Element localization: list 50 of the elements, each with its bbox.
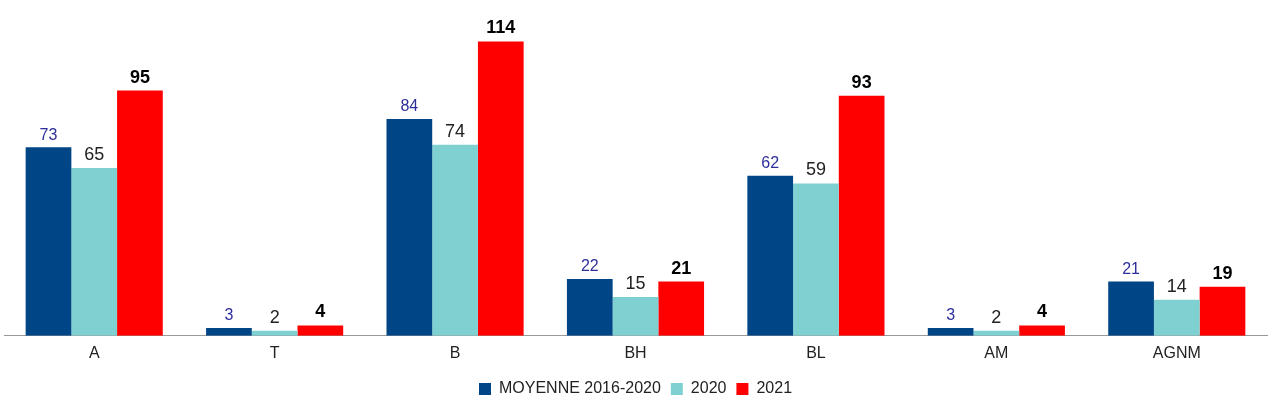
bar — [117, 90, 163, 336]
bar — [71, 167, 118, 336]
bar — [432, 144, 478, 336]
data-label: 21 — [1122, 259, 1141, 277]
bar — [747, 175, 794, 336]
bar — [566, 279, 613, 336]
x-tick-label: BH — [624, 343, 647, 361]
bar — [1199, 286, 1246, 336]
data-label: 59 — [805, 159, 826, 180]
x-tick-label: BL — [806, 343, 826, 361]
data-label: 15 — [625, 273, 646, 294]
x-tick-label: B — [449, 343, 461, 361]
data-label: 21 — [671, 257, 692, 278]
bar — [838, 95, 885, 336]
bar — [477, 41, 524, 336]
bar — [297, 325, 344, 336]
legend-label: MOYENNE 2016-2020 — [498, 379, 661, 397]
legend-label: 2020 — [690, 379, 727, 397]
data-label: 4 — [315, 301, 326, 322]
data-label: 19 — [1212, 262, 1233, 283]
data-label: 73 — [39, 125, 58, 143]
bar — [612, 297, 659, 336]
data-label: 74 — [445, 120, 466, 141]
bar — [927, 328, 974, 336]
data-label: 62 — [761, 154, 780, 172]
x-tick-label: T — [269, 343, 280, 361]
data-label: 4 — [1037, 301, 1048, 322]
data-label: 65 — [84, 143, 105, 164]
data-label: 84 — [400, 97, 419, 115]
x-tick-label: AM — [984, 343, 1009, 361]
data-label: 93 — [851, 71, 872, 92]
legend-label: 2021 — [756, 379, 793, 397]
data-label: 22 — [580, 257, 599, 275]
bar — [793, 183, 839, 336]
data-label: 2 — [991, 306, 1002, 327]
bar — [658, 281, 705, 336]
data-label: 3 — [946, 306, 956, 324]
bar — [1019, 325, 1065, 336]
data-label: 95 — [129, 66, 150, 87]
x-tick-label: AGNM — [1152, 343, 1201, 361]
bar — [1153, 299, 1200, 336]
x-tick-label: A — [88, 343, 100, 361]
bar — [206, 328, 252, 336]
data-label: 2 — [269, 306, 280, 327]
bar — [1108, 281, 1154, 336]
data-label: 14 — [1166, 275, 1187, 296]
bar — [25, 147, 72, 336]
data-label: 3 — [224, 306, 234, 324]
bar — [386, 118, 433, 336]
data-label: 114 — [486, 17, 516, 38]
